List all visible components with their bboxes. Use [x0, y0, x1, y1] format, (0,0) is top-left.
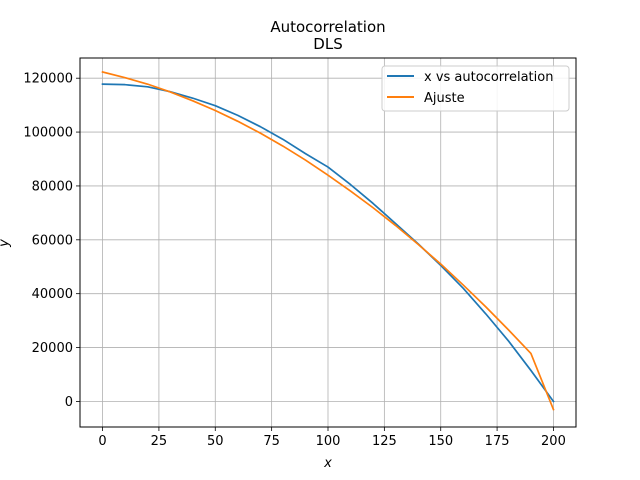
x-tick-label: 50	[207, 434, 224, 449]
x-tick-label: 200	[541, 434, 566, 449]
legend-label-autocorrelation: x vs autocorrelation	[424, 70, 553, 85]
x-tick-label: 175	[485, 434, 510, 449]
legend: x vs autocorrelation Ajuste	[381, 65, 570, 112]
chart-title: Autocorrelation	[270, 18, 385, 36]
chart-subtitle: DLS	[313, 35, 342, 53]
x-tick-label: 25	[151, 434, 168, 449]
series-line-autocorrelation	[101, 83, 555, 403]
x-axis-label: x	[323, 456, 332, 471]
legend-label-ajuste: Ajuste	[424, 91, 465, 106]
x-tick-label: 150	[428, 434, 453, 449]
y-tick-label: 0	[65, 395, 73, 410]
x-tick-label: 0	[98, 434, 106, 449]
y-tick-label: 40000	[32, 287, 73, 302]
y-tick-label: 60000	[32, 233, 73, 248]
x-tick-label: 75	[263, 434, 280, 449]
ticks-layer: 0 25 50 75 100 125 150 175 200 0 20000 40000 60000 80…	[23, 72, 566, 449]
grid-layer	[80, 58, 576, 427]
legend-box	[381, 65, 570, 112]
y-tick-label: 100000	[23, 126, 73, 141]
series-layer	[101, 70, 555, 411]
series-line-ajuste	[101, 70, 555, 411]
y-tick-label: 80000	[32, 179, 73, 194]
x-tick-label: 125	[372, 434, 397, 449]
y-axis-label: y	[0, 239, 12, 248]
y-tick-label: 20000	[32, 341, 73, 356]
y-tick-label: 120000	[23, 72, 73, 87]
x-tick-label: 100	[316, 434, 341, 449]
